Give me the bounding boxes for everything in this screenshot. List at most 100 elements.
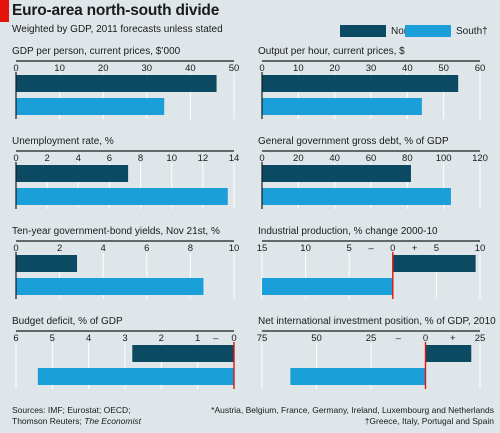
panel-title: General government gross debt, % of GDP: [258, 136, 449, 147]
panel-investment-position: Net international investment position, %…: [257, 316, 496, 400]
sign-label: –: [396, 333, 402, 344]
tick-label: 60: [475, 63, 486, 74]
tick-label: 0: [13, 63, 18, 74]
tick-label: 50: [311, 333, 322, 344]
panel-title: Ten-year government-bond yields, Nov 21s…: [12, 226, 220, 237]
bar-north: [262, 165, 411, 182]
tick-label: 20: [98, 63, 109, 74]
bar-south: [262, 98, 422, 115]
sources-publication: The Economist: [84, 416, 141, 426]
tick-label: 10: [475, 243, 486, 254]
tick-label: 10: [54, 63, 65, 74]
panel-title: Net international investment position, %…: [258, 316, 496, 327]
tick-label: 0: [13, 243, 18, 254]
bar-south: [16, 98, 165, 115]
tick-label: 8: [138, 153, 143, 164]
panel-unemployment: Unemployment rate, % 0 2 4 6 8 10 12 14: [12, 136, 242, 220]
tick-label: 2: [159, 333, 164, 344]
panel-chart: 6 5 4 3 2 1 0 –: [13, 330, 237, 389]
footnotes: *Austria, Belgium, France, Germany, Irel…: [211, 405, 494, 427]
legend-north-swatch: [340, 25, 386, 37]
tick-label: 40: [185, 63, 196, 74]
panel-output-per-hour: Output per hour, current prices, $ 0 10 20…: [258, 46, 488, 130]
tick-label: 0: [259, 63, 264, 74]
panel-gdp-per-person: GDP per person, current prices, $’000 0 1…: [12, 46, 242, 130]
sources-line-2-text: Thomson Reuters;: [12, 416, 85, 426]
tick-label: 10: [300, 243, 311, 254]
sign-label: +: [412, 243, 418, 254]
panel-chart: 75 50 25 0 25 – +: [257, 330, 486, 389]
tick-label: 2: [44, 153, 49, 164]
tick-label: 15: [257, 243, 268, 254]
tick-label: 10: [166, 153, 177, 164]
panel-industrial-production: Industrial production, % change 2000-10 …: [257, 226, 488, 310]
tick-label: 100: [436, 153, 452, 164]
tick-label: 0: [423, 333, 428, 344]
chart-title: Euro-area north-south divide: [12, 2, 220, 19]
tick-label: 40: [402, 63, 413, 74]
footnote-north: *Austria, Belgium, France, Germany, Irel…: [211, 405, 494, 415]
tick-label: 3: [122, 333, 127, 344]
tick-label: 0: [13, 153, 18, 164]
panel-chart: 0 10 20 30 40 50: [13, 60, 240, 119]
panel-chart: 0 2 4 6 8 10: [13, 240, 240, 299]
bar-south: [37, 368, 234, 385]
tick-label: 6: [107, 153, 112, 164]
sign-label: +: [450, 333, 456, 344]
bar-north: [392, 255, 476, 272]
tick-label: 5: [347, 243, 352, 254]
tick-label: 20: [329, 63, 340, 74]
footnote-south: †Greece, Italy, Portugal and Spain: [364, 416, 494, 426]
sign-label: –: [368, 243, 374, 254]
tick-label: 40: [329, 153, 340, 164]
tick-label: 20: [293, 153, 304, 164]
panel-title: Budget deficit, % of GDP: [12, 316, 123, 327]
tick-label: 10: [293, 63, 304, 74]
bar-north: [16, 75, 217, 92]
tick-label: 120: [472, 153, 488, 164]
sources-note: Sources: IMF; Eurostat; OECD; Thomson Re…: [12, 405, 141, 427]
tick-label: 4: [101, 243, 106, 254]
tick-label: 10: [229, 243, 240, 254]
bar-south: [290, 368, 426, 385]
panel-title: Unemployment rate, %: [12, 136, 114, 147]
tick-label: 5: [50, 333, 55, 344]
panel-title: Output per hour, current prices, $: [258, 46, 405, 57]
tick-label: 75: [257, 333, 268, 344]
tick-label: 60: [366, 153, 377, 164]
tick-label: 25: [475, 333, 486, 344]
bar-north: [16, 165, 129, 182]
tick-label: 80: [402, 153, 413, 164]
bar-north: [132, 345, 234, 362]
legend-south-label: South†: [456, 25, 488, 37]
tick-label: 50: [438, 63, 449, 74]
sources-line-1: Sources: IMF; Eurostat; OECD;: [12, 405, 131, 415]
panel-bond-yields: Ten-year government-bond yields, Nov 21s…: [12, 226, 242, 310]
tick-label: 8: [188, 243, 193, 254]
sign-label: –: [213, 333, 219, 344]
tick-label: 50: [229, 63, 240, 74]
tick-label: 4: [86, 333, 91, 344]
tick-label: 2: [57, 243, 62, 254]
tick-label: 1: [195, 333, 200, 344]
tick-label: 12: [198, 153, 209, 164]
panel-title: Industrial production, % change 2000-10: [258, 226, 438, 237]
legend-south: South†: [405, 24, 488, 38]
tick-label: 30: [366, 63, 377, 74]
tick-label: 25: [366, 333, 377, 344]
bar-north: [262, 75, 459, 92]
bar-south: [16, 188, 228, 205]
tick-label: 0: [231, 333, 236, 344]
panel-chart: 15 10 5 0 5 10 – +: [257, 240, 486, 299]
tick-label: 6: [144, 243, 149, 254]
sources-line-2: Thomson Reuters; The Economist: [12, 416, 141, 427]
tick-label: 4: [76, 153, 81, 164]
bar-north: [16, 255, 78, 272]
panel-chart: 0 10 20 30 40 50 60: [259, 60, 486, 119]
panel-title: GDP per person, current prices, $’000: [12, 46, 181, 57]
panel-budget-deficit: Budget deficit, % of GDP 6 5 4 3 2 1 0 –: [12, 316, 242, 400]
tick-label: 0: [259, 153, 264, 164]
tick-label: 6: [13, 333, 18, 344]
bar-south: [262, 188, 451, 205]
brand-red-tag: [0, 0, 9, 22]
